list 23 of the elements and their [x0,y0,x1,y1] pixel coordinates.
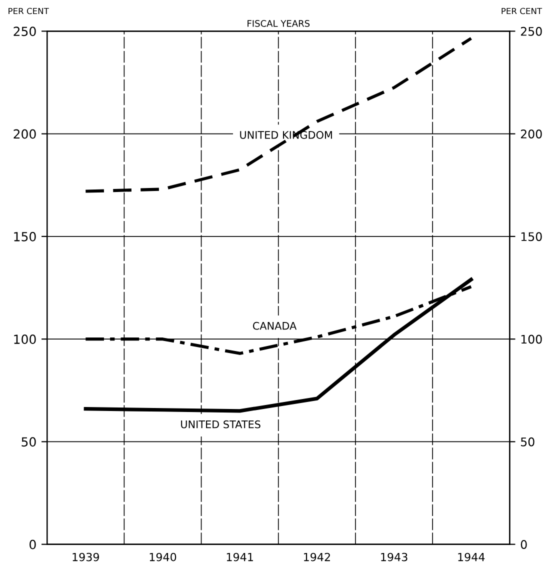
y2-tick-label: 0 [520,540,527,549]
y2-tick-label: 50 [521,437,534,446]
y-tick-label: 50 [22,437,36,447]
series-label: CANADA [252,322,297,330]
y-axis-title: PER CENT [8,8,49,14]
y2-tick-label: 250 [520,26,542,36]
x-tick-label: 1942 [304,552,330,562]
x-tick-label: 1939 [72,552,99,562]
y-tick-label: 150 [14,232,36,242]
x-tick-label: 1940 [150,552,176,562]
x-tick-label: 1944 [458,552,485,562]
y-tick-label: 250 [14,26,36,36]
x-tick-label: 1943 [381,552,408,562]
y2-axis-title: PER CENT [502,8,542,14]
y2-tick-label: 100 [521,334,542,344]
y-tick-label: 100 [14,334,36,344]
y-tick-label: 200 [14,129,36,139]
y-tick-label: 0 [30,540,36,550]
y2-tick-label: 200 [520,130,542,138]
x-axis-title: FISCAL YEARS [248,20,310,27]
x-tick-label: 1941 [226,552,253,562]
y2-tick-label: 150 [521,232,542,242]
series-label: UNITED STATES [181,420,260,428]
